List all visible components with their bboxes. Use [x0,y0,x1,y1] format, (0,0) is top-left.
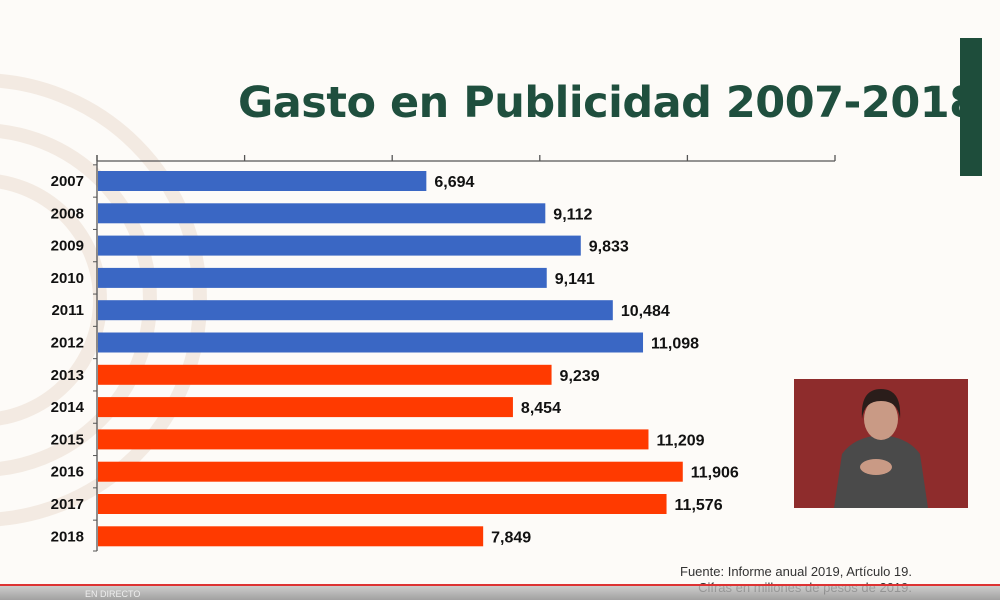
accent-bar [960,38,982,176]
data-label: 9,239 [560,368,600,385]
bar-2008 [98,203,546,224]
data-label: 11,906 [691,465,739,482]
bar-2015 [98,429,649,450]
bar-2011 [98,300,613,321]
data-label: 10,484 [621,303,670,320]
bar-2013 [98,364,552,385]
bar-2009 [98,235,581,256]
y-tick-label: 2007 [51,173,84,190]
bar-2018 [98,526,484,547]
data-label: 9,112 [553,206,592,223]
bar-2012 [98,332,644,353]
y-tick-label: 2011 [51,302,84,319]
data-label: 9,141 [555,271,595,288]
y-tick-label: 2009 [51,238,84,255]
data-label: 7,849 [491,529,531,546]
data-label: 11,209 [656,432,704,449]
y-tick-label: 2016 [51,464,84,481]
bar-2016 [98,461,683,482]
y-tick-label: 2010 [51,270,84,287]
background-emblem-decoration [0,73,207,527]
bar-2014 [98,397,513,418]
data-label: 11,576 [675,497,723,514]
bar-2017 [98,494,667,514]
data-label: 9,833 [589,239,629,256]
chart-title: Gasto en Publicidad 2007-2018 [238,78,979,128]
data-label: 8,454 [521,400,561,417]
y-tick-label: 2013 [51,367,84,384]
data-label: 6,694 [434,174,474,191]
y-tick-label: 2015 [51,431,84,448]
sign-language-interpreter-video [794,379,968,508]
y-tick-label: 2008 [51,205,84,222]
video-player-controls: EN DIRECTO [0,584,1000,600]
source-line: Fuente: Informe anual 2019, Artículo 19. [680,564,912,579]
bar-2007 [98,171,427,191]
video-progress-bar[interactable] [0,584,1000,586]
y-tick-label: 2018 [51,528,84,545]
y-tick-label: 2012 [51,335,84,352]
y-tick-label: 2017 [51,496,84,513]
data-label: 11,098 [651,336,699,353]
live-label: EN DIRECTO [85,589,141,599]
y-tick-label: 2014 [51,399,85,416]
bar-2010 [98,267,547,288]
